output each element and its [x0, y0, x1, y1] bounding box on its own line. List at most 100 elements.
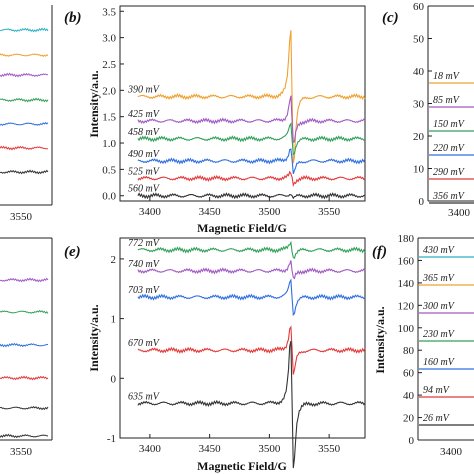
series-label: 18 mV — [433, 71, 461, 82]
series-trace — [0, 342, 49, 348]
series-trace — [0, 309, 49, 314]
y-tick-label: 180 — [398, 233, 415, 245]
x-tick-label: 3450 — [199, 206, 222, 218]
series-trace — [0, 145, 49, 151]
y-tick-label: 0 — [111, 373, 117, 385]
x-tick-label: 3550 — [318, 443, 341, 455]
series-trace — [0, 169, 49, 175]
panel-f: (f) 0 20 40 60 80 100 120 140 160 180 430 mV 365 m… — [372, 233, 474, 458]
panel-f-y-ticks: 0 20 40 60 80 100 120 140 160 180 — [398, 233, 422, 447]
panel-b-y-ticks: 0.0 0.5 1.0 1.5 2.0 2.5 3.0 3.5 — [102, 6, 124, 203]
series-trace — [0, 121, 49, 126]
panel-c: (c) 0 10 20 30 40 50 60 18 mV 85 mV 150 mV 220 mV… — [382, 1, 474, 219]
series-trace — [137, 170, 366, 187]
series-label: 525 mV — [128, 166, 161, 177]
series-label: 300 mV — [422, 301, 456, 312]
y-tick-label: 0 — [409, 435, 415, 447]
y-tick-label: 0.5 — [102, 164, 116, 176]
series-trace — [0, 72, 49, 78]
panel-a-traces — [0, 27, 49, 175]
panel-e-traces — [137, 240, 366, 469]
y-tick-label: 20 — [403, 413, 415, 425]
panel-e-y-ticks: -1 0 1 2 — [107, 254, 124, 445]
x-tick-label: 3500 — [258, 443, 281, 455]
panel-b-x-axis-label: Magnetic Field/G — [197, 221, 287, 235]
series-label: 230 mV — [423, 329, 456, 340]
y-tick-label: 1 — [111, 314, 117, 326]
y-tick-label: 10 — [413, 164, 425, 176]
panel-c-x-tick: 3400 — [448, 207, 471, 219]
series-label: 560 mV — [128, 184, 161, 195]
series-trace — [137, 95, 366, 144]
series-label: 490 mV — [128, 149, 161, 160]
panel-f-series: 430 mV 365 mV 300 mV 230 mV 160 mV 94 mV 26 mV — [419, 245, 474, 426]
y-tick-label: 20 — [413, 131, 425, 143]
panel-f-y-axis-label: Intensity/a.u. — [373, 306, 387, 373]
y-tick-label: 2 — [111, 254, 117, 266]
series-trace — [0, 277, 49, 283]
series-label: 390 mV — [127, 85, 161, 96]
y-tick-label: 40 — [403, 390, 415, 402]
series-trace — [137, 30, 366, 164]
y-tick-label: 3.0 — [102, 33, 116, 45]
y-tick-label: 2.5 — [102, 59, 116, 71]
series-trace — [0, 375, 49, 381]
y-tick-label: 60 — [403, 368, 415, 380]
series-trace — [0, 406, 49, 411]
series-trace — [137, 192, 366, 200]
y-tick-label: 0.0 — [102, 191, 116, 203]
panel-e-label: (e) — [64, 244, 81, 260]
series-trace — [137, 340, 366, 469]
series-label: 356 mV — [432, 191, 466, 202]
series-label: 365 mV — [422, 273, 456, 284]
panel-c-y-ticks: 0 10 20 30 40 50 60 — [413, 1, 432, 208]
y-tick-label: 40 — [413, 66, 425, 78]
panel-f-x-tick: 3400 — [440, 446, 463, 458]
panel-b: (b) 0.0 0.5 1.0 1.5 2.0 2.5 3.0 3.5 3400 3450 350… — [64, 5, 366, 235]
series-label: 670 mV — [128, 338, 161, 349]
x-tick-label: 3550 — [318, 206, 341, 218]
series-trace — [137, 240, 366, 260]
y-tick-label: 120 — [398, 300, 415, 312]
x-tick-label: 3400 — [139, 443, 162, 455]
y-tick-label: 1.5 — [102, 112, 116, 124]
series-trace — [137, 260, 366, 280]
series-trace — [0, 97, 49, 103]
series-label: 290 mV — [433, 167, 466, 178]
panel-b-traces — [137, 30, 366, 200]
panel-b-frame — [119, 5, 366, 202]
panel-d-x-tick: 3550 — [10, 446, 33, 458]
y-tick-label: -1 — [107, 433, 116, 445]
series-label: 740 mV — [128, 259, 161, 270]
y-tick-label: 50 — [413, 34, 425, 46]
panel-e-series-labels: 772 mV 740 mV 703 mV 670 mV 635 mV — [128, 238, 161, 402]
panel-e-x-axis-label: Magnetic Field/G — [197, 459, 287, 473]
series-trace — [137, 278, 366, 317]
y-tick-label: 80 — [403, 345, 415, 357]
series-label: 458 mV — [128, 127, 161, 138]
series-label: 430 mV — [423, 245, 456, 256]
y-tick-label: 2.0 — [102, 85, 116, 97]
series-label: 220 mV — [433, 143, 466, 154]
y-tick-label: 3.5 — [102, 6, 116, 18]
series-trace — [137, 325, 366, 375]
panel-d-traces — [0, 277, 49, 439]
series-trace — [0, 433, 48, 439]
series-label: 160 mV — [423, 357, 456, 368]
series-label: 94 mV — [423, 385, 451, 396]
series-trace — [137, 122, 366, 156]
series-label: 635 mV — [128, 391, 161, 402]
panel-b-y-axis-label: Intensity/a.u. — [87, 70, 101, 137]
series-trace — [137, 148, 366, 174]
panel-b-x-ticks: 3400 3450 3500 3550 — [139, 197, 341, 218]
panel-d: 3550 — [0, 237, 53, 458]
panel-a-x-tick: 3550 — [10, 211, 33, 223]
panel-e-x-ticks: 3400 3450 3500 3550 — [139, 434, 341, 455]
series-label: 703 mV — [128, 285, 161, 296]
y-tick-label: 140 — [398, 278, 415, 290]
y-tick-label: 30 — [413, 99, 425, 111]
panel-b-label: (b) — [64, 10, 82, 26]
x-tick-label: 3450 — [199, 443, 222, 455]
